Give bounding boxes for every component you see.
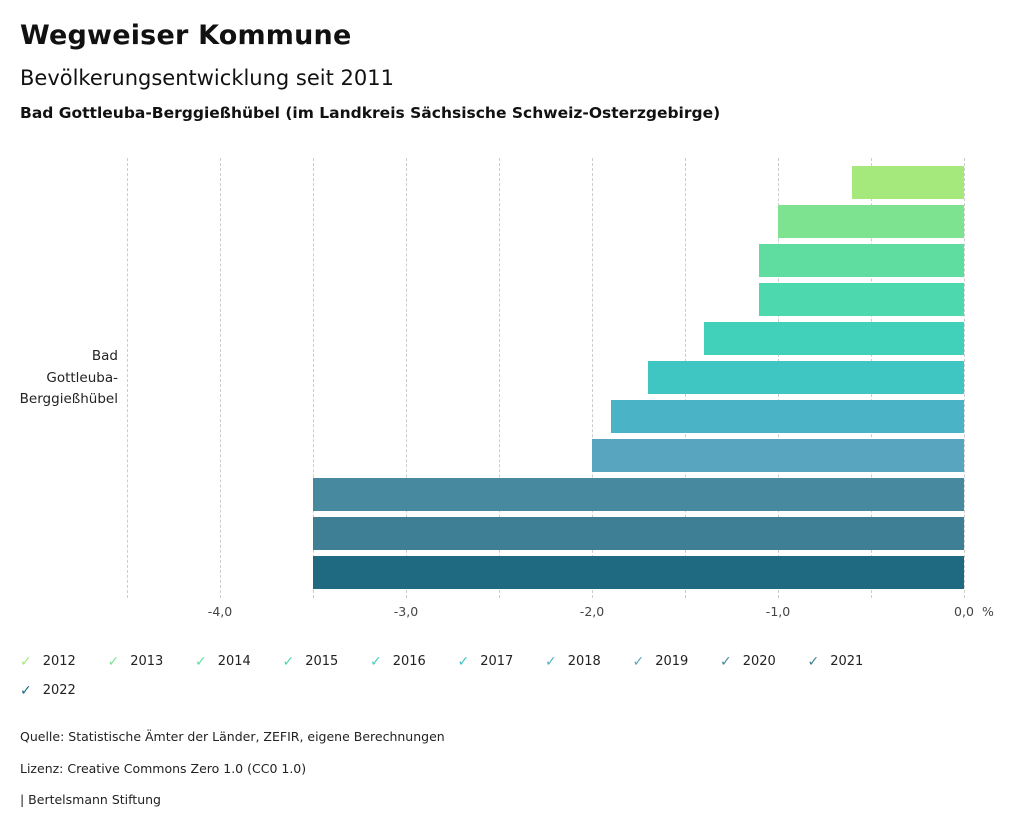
y-axis-label-line-3: Berggießhübel xyxy=(19,391,118,407)
bar-2020[interactable] xyxy=(313,478,964,511)
bar-2012[interactable] xyxy=(852,166,964,199)
x-axis: -4,0 -3,0 -2,0 -1,0 0,0 xyxy=(127,604,974,624)
x-axis-tick-label: 0,0 xyxy=(954,604,974,619)
legend-year-label: 2014 xyxy=(217,654,251,669)
check-icon: ✓ xyxy=(370,653,382,670)
check-icon: ✓ xyxy=(20,653,32,670)
legend: ✓ 2012 ✓ 2013 ✓ 2014 ✓ 2015 ✓ 2016 ✓ 2017 ✓ 2018 ✓ 2019… xyxy=(20,654,930,698)
x-axis-tick-label: -1,0 xyxy=(765,604,791,619)
legend-item-2019[interactable]: ✓ 2019 xyxy=(633,654,721,669)
check-icon: ✓ xyxy=(20,682,32,699)
legend-item-2020[interactable]: ✓ 2020 xyxy=(720,654,808,669)
bar-2016[interactable] xyxy=(703,322,964,355)
x-axis-tick-label: -2,0 xyxy=(579,604,605,619)
legend-item-2013[interactable]: ✓ 2013 xyxy=(108,654,196,669)
bar-2013[interactable] xyxy=(778,205,964,238)
x-axis-tick-label: -4,0 xyxy=(207,604,233,619)
plot-area xyxy=(127,158,965,598)
gridline xyxy=(405,158,407,598)
y-axis-category-label: Bad Gottleuba- Berggießhübel xyxy=(8,346,118,411)
bar-2017[interactable] xyxy=(647,361,964,394)
page-title: Wegweiser Kommune xyxy=(20,20,352,51)
check-icon: ✓ xyxy=(107,653,120,670)
gridline xyxy=(499,158,500,598)
gridline xyxy=(127,158,128,598)
x-axis-tick-label: -3,0 xyxy=(393,604,419,619)
legend-year-label: 2021 xyxy=(830,654,864,669)
legend-year-label: 2020 xyxy=(742,654,776,669)
legend-year-label: 2016 xyxy=(392,654,426,669)
legend-item-2014[interactable]: ✓ 2014 xyxy=(195,654,283,669)
legend-year-label: 2012 xyxy=(42,654,76,669)
legend-year-label: 2013 xyxy=(130,654,164,669)
check-icon: ✓ xyxy=(545,653,557,670)
legend-year-label: 2017 xyxy=(480,654,514,669)
check-icon: ✓ xyxy=(457,653,470,670)
bar-2019[interactable] xyxy=(592,439,964,472)
gridline xyxy=(964,158,965,598)
gridline xyxy=(592,158,593,598)
legend-item-2015[interactable]: ✓ 2015 xyxy=(283,654,371,669)
bar-2021[interactable] xyxy=(313,517,964,550)
legend-item-2018[interactable]: ✓ 2018 xyxy=(545,654,633,669)
source-text: Quelle: Statistische Ämter der Länder, Z… xyxy=(20,729,445,744)
legend-year-label: 2018 xyxy=(567,654,601,669)
population-development-chart: Bad Gottleuba- Berggießhübel -4,0 -3,0 -2,… xyxy=(0,158,1024,638)
check-icon: ✓ xyxy=(632,653,645,670)
gridline xyxy=(220,158,221,598)
gridline xyxy=(313,158,314,598)
legend-item-2021[interactable]: ✓ 2021 xyxy=(808,654,896,669)
legend-year-label: 2022 xyxy=(42,683,76,698)
check-icon: ✓ xyxy=(195,653,207,670)
legend-item-2022[interactable]: ✓ 2022 xyxy=(20,683,108,698)
check-icon: ✓ xyxy=(720,653,732,670)
check-icon: ✓ xyxy=(807,653,820,670)
x-axis-unit-label: % xyxy=(982,604,994,619)
legend-year-label: 2015 xyxy=(305,654,339,669)
municipality-label: Bad Gottleuba-Berggießhübel (im Landkrei… xyxy=(20,104,721,122)
bar-2014[interactable] xyxy=(759,244,964,277)
legend-item-2016[interactable]: ✓ 2016 xyxy=(370,654,458,669)
legend-item-2012[interactable]: ✓ 2012 xyxy=(20,654,108,669)
legend-year-label: 2019 xyxy=(655,654,689,669)
bar-2015[interactable] xyxy=(759,283,964,316)
y-axis-label-line-1: Bad xyxy=(91,348,118,364)
y-axis-label-line-2: Gottleuba- xyxy=(46,369,118,386)
bar-2018[interactable] xyxy=(610,400,964,433)
chart-title: Bevölkerungsentwicklung seit 2011 xyxy=(20,66,394,90)
check-icon: ✓ xyxy=(282,653,295,670)
legend-item-2017[interactable]: ✓ 2017 xyxy=(458,654,546,669)
attribution-text: | Bertelsmann Stiftung xyxy=(20,792,161,807)
bar-2022[interactable] xyxy=(313,556,964,589)
license-text: Lizenz: Creative Commons Zero 1.0 (CC0 1… xyxy=(20,761,307,776)
